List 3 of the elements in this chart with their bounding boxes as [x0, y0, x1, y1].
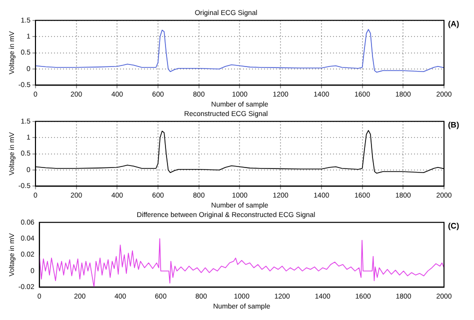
text: (A) [448, 20, 460, 29]
text: (C) [448, 222, 460, 231]
text: (B) [448, 120, 460, 130]
